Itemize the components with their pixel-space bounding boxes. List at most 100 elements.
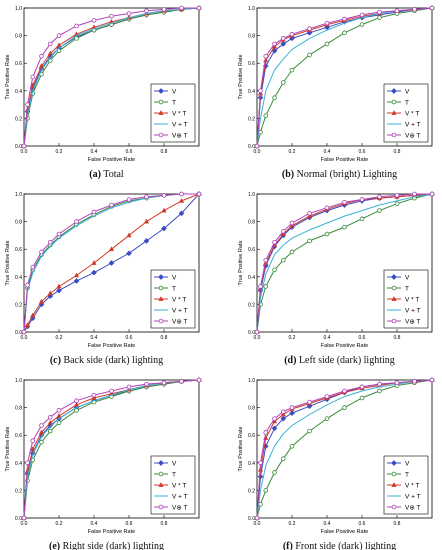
legend-marker [391, 460, 397, 466]
data-point [24, 322, 31, 327]
legend-label: V⊕ T [405, 505, 420, 512]
legend-label: V + T [405, 308, 421, 315]
data-point [126, 250, 132, 257]
data-point [196, 377, 202, 383]
data-point [359, 395, 365, 401]
y-tick-label: 1.0 [15, 6, 22, 12]
legend-entry: V⊕ T [154, 505, 187, 512]
x-tick-label: 0.4 [91, 521, 98, 527]
data-point [289, 220, 295, 226]
series-5 [21, 191, 202, 335]
caption-label: (d) [284, 355, 296, 366]
legend-label: T [172, 472, 176, 479]
x-tick-label: 0.6 [126, 335, 133, 341]
legend-marker [158, 296, 164, 301]
y-tick-label: 1.0 [248, 378, 255, 384]
x-tick-label: 0.6 [126, 149, 133, 155]
caption-text: Right side (dark) lighting [60, 541, 164, 550]
x-tick-label: 0.2 [56, 521, 63, 527]
data-point [56, 412, 62, 418]
data-point [280, 228, 286, 234]
legend-label: T [405, 286, 409, 293]
y-tick-label: 0.8 [15, 220, 22, 226]
x-tick-label: 0.2 [56, 335, 63, 341]
x-tick-label: 0.8 [161, 149, 168, 155]
x-tick-label: 0.0 [254, 149, 261, 155]
data-point [359, 384, 365, 390]
data-point [108, 246, 115, 252]
y-tick-label: 0.0 [15, 330, 22, 336]
data-point [56, 283, 62, 289]
legend-entry: V [387, 460, 410, 468]
data-point [178, 197, 185, 203]
legend-marker [391, 482, 397, 487]
series-2 [254, 191, 435, 335]
caption-text: Front side (dark) lighting [293, 541, 396, 550]
x-tick-label: 0.4 [324, 335, 331, 341]
data-point [289, 222, 295, 228]
data-point [21, 515, 27, 521]
data-point [429, 191, 435, 197]
y-tick-label: 0.0 [15, 516, 22, 522]
legend: VT V * T V + T V⊕ T [150, 83, 196, 143]
data-point [38, 63, 45, 68]
data-point [280, 456, 286, 461]
data-point [47, 290, 53, 296]
data-point [272, 267, 277, 273]
data-point [359, 12, 365, 18]
legend-entry: V + T [387, 308, 421, 315]
y-tick-label: 0.4 [15, 89, 22, 95]
series-4 [256, 193, 433, 333]
y-tick-label: 0.8 [15, 34, 22, 40]
data-point [324, 20, 330, 26]
data-point [306, 213, 313, 218]
data-point [263, 53, 269, 59]
data-point [254, 329, 260, 335]
data-point [342, 224, 347, 230]
data-point [342, 16, 347, 22]
y-tick-label: 0.8 [248, 220, 255, 226]
x-axis-label: False Positive Rate [88, 529, 135, 535]
series-line [23, 379, 200, 519]
y-tick-label: 0.4 [15, 461, 22, 467]
data-point [39, 53, 44, 59]
x-tick-label: 0.0 [254, 521, 261, 527]
data-point [108, 260, 115, 266]
data-point [25, 282, 30, 288]
data-point [74, 219, 79, 224]
legend-marker [391, 504, 397, 510]
legend-entry: T [387, 100, 409, 107]
data-point [30, 438, 36, 444]
x-tick-label: 0.8 [161, 335, 168, 341]
y-tick-label: 0.6 [15, 247, 22, 253]
y-axis-label: True Positive Rate [238, 240, 244, 285]
panel-caption: (c) Back side (dark) lighting [50, 355, 163, 366]
legend-entry: T [387, 472, 409, 479]
legend-entry: V * T [387, 296, 419, 304]
series-line [256, 193, 432, 333]
x-tick-label: 0.6 [359, 335, 366, 341]
data-point [289, 410, 295, 416]
data-point [377, 15, 382, 20]
legend-label: V [172, 461, 177, 468]
data-point [272, 470, 277, 475]
legend-entry: T [154, 472, 176, 479]
legend-marker [158, 482, 164, 487]
data-point [307, 399, 312, 405]
data-point [25, 460, 30, 466]
data-point [263, 113, 269, 118]
legend-marker [158, 132, 164, 138]
y-tick-label: 0.2 [248, 488, 255, 494]
y-tick-label: 1.0 [15, 192, 22, 198]
data-point [144, 194, 149, 200]
data-point [47, 41, 53, 47]
legend-marker [391, 88, 397, 94]
data-point [144, 8, 149, 14]
caption-label: (c) [50, 355, 61, 366]
legend-marker [391, 110, 397, 115]
panel-caption: (b) Normal (bright) Lighting [282, 169, 397, 180]
data-point [109, 202, 114, 208]
data-point [377, 208, 382, 213]
data-point [73, 272, 80, 278]
series-5 [21, 377, 202, 521]
